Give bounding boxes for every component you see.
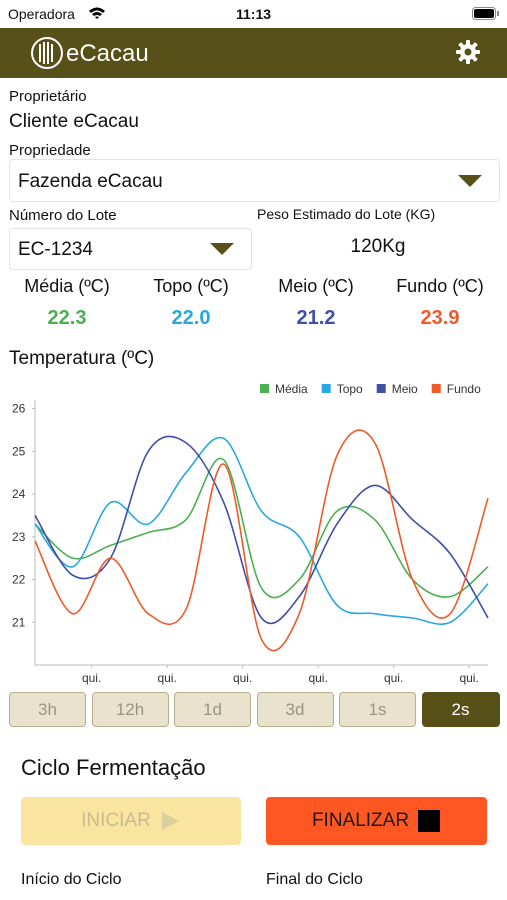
property-value: Fazenda eCacau [18, 171, 163, 192]
cycle-title: Ciclo Fermentação [21, 755, 206, 780]
dropdown-arrow [458, 175, 482, 187]
stat-label: Topo (ºC) [153, 276, 229, 296]
line-series [34, 435, 489, 625]
stat-value: 21.2 [296, 307, 336, 329]
lot-value: EC-1234 [18, 239, 93, 260]
weight-label: Peso Estimado do Lote (KG) [257, 206, 436, 222]
stat-label: Média (ºC) [24, 276, 110, 296]
stat-value: 22.0 [171, 307, 211, 329]
stop-button[interactable]: FINALIZAR [266, 797, 487, 845]
x-tick-label: qui. [308, 671, 327, 685]
stat-value: 22.3 [47, 307, 87, 329]
lot-label: Número do Lote [9, 207, 117, 224]
range-button[interactable]: 1s [339, 692, 416, 727]
start-date-label: Início do Ciclo [21, 871, 122, 888]
logo [31, 37, 63, 69]
legend-label: Fundo [447, 382, 481, 396]
stop-icon [418, 810, 441, 832]
y-tick-label: 24 [12, 487, 26, 501]
stop-button-label: FINALIZAR [311, 810, 410, 831]
range-button[interactable]: 2s [421, 692, 500, 727]
range-button[interactable]: 3d [256, 692, 334, 727]
legend-label: Topo [337, 382, 363, 396]
property-label: Propriedade [9, 142, 91, 159]
x-tick-label: qui. [233, 671, 252, 685]
wifi-icon [89, 7, 105, 19]
range-button[interactable]: 1d [174, 692, 251, 727]
legend-label: Meio [392, 382, 418, 396]
legend-swatch [260, 384, 269, 393]
y-tick-label: 25 [12, 444, 26, 458]
x-tick-label: qui. [157, 671, 176, 685]
weight-value: 120Kg [350, 236, 406, 257]
x-tick-label: qui. [82, 671, 101, 685]
chart: 21 22 23 24 25 26 qui. qui. qui. qui. qui. qui. Médi… [12, 382, 489, 685]
line-series [34, 429, 489, 652]
y-tick-label: 26 [12, 402, 26, 416]
y-tick-label: 21 [12, 615, 26, 629]
range-button[interactable]: 3h [9, 692, 86, 727]
y-tick-label: 22 [12, 573, 26, 587]
owner-value: Cliente eCacau [9, 111, 139, 132]
clock: 11:13 [236, 6, 272, 22]
battery-icon [472, 7, 499, 20]
line-series [34, 457, 489, 599]
line-series [34, 436, 489, 625]
owner-label: Proprietário [9, 88, 87, 105]
start-button[interactable]: INICIAR [21, 797, 241, 845]
range-button[interactable]: 12h [91, 692, 169, 727]
app-title: eCacau [66, 40, 149, 67]
settings-button[interactable] [455, 39, 481, 65]
stat-label: Meio (ºC) [278, 276, 354, 296]
y-tick-label: 23 [12, 530, 26, 544]
x-tick-label: qui. [384, 671, 403, 685]
lot-dropdown[interactable]: EC-1234 [9, 228, 252, 270]
property-dropdown[interactable]: Fazenda eCacau [9, 159, 500, 202]
status-bar: Operadora 11:13 [0, 0, 507, 28]
play-icon [161, 812, 179, 830]
legend-label: Média [275, 382, 308, 396]
x-tick-label: qui. [459, 671, 478, 685]
carrier: Operadora [8, 6, 75, 22]
stat-label: Fundo (ºC) [396, 276, 484, 296]
app-header: eCacau [0, 28, 507, 78]
legend-swatch [431, 384, 441, 393]
start-button-label: INICIAR [81, 810, 151, 831]
dropdown-arrow [210, 243, 234, 255]
chart-title: Temperatura (ºC) [9, 348, 155, 369]
legend-swatch [321, 384, 331, 393]
legend-swatch [376, 384, 386, 393]
end-date-label: Final do Ciclo [266, 871, 363, 888]
stat-value: 23.9 [420, 307, 460, 329]
